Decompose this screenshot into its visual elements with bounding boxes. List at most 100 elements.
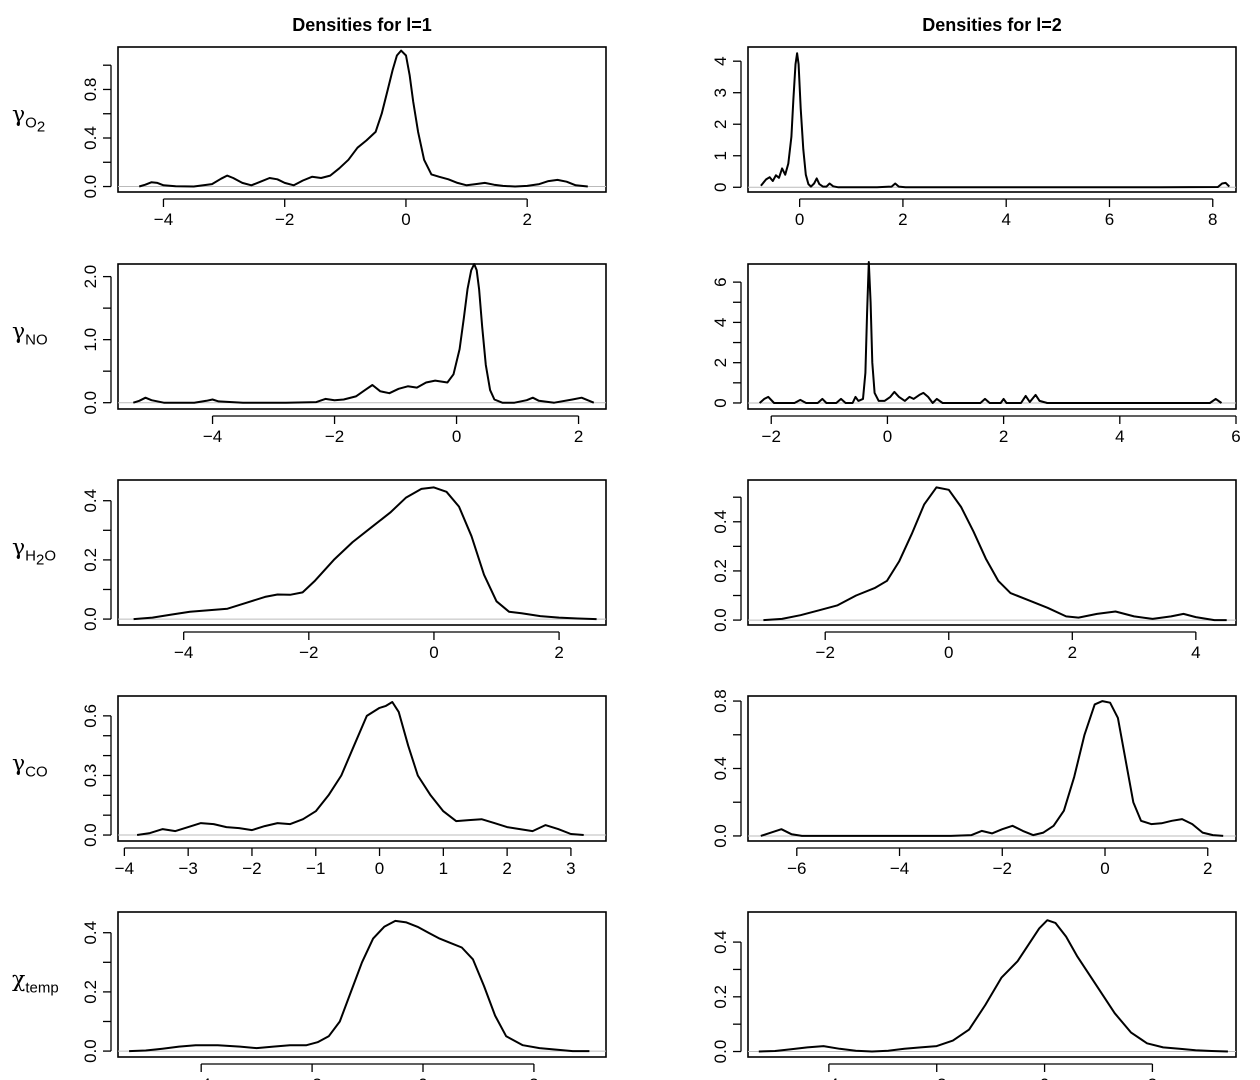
x-tick-label: −2: [302, 1075, 321, 1080]
y-axis: 0.0 0.2 0.4: [81, 921, 112, 1063]
y-axis: 0.0 1.0 2.0: [81, 265, 112, 415]
y-axis: 0 1 2 3 4: [711, 56, 742, 192]
density-curve: [129, 919, 590, 1053]
x-tick-label: −4: [203, 427, 222, 446]
y-tick-label: 0.0: [81, 1039, 100, 1063]
x-tick-label: 0: [883, 427, 892, 446]
column-title-l1: Densities for l=1: [292, 15, 432, 35]
x-tick-label: 4: [1191, 643, 1200, 662]
y-tick-label: 0.0: [81, 391, 100, 415]
y-tick-label: 3: [711, 88, 730, 97]
y-tick-label: 2: [711, 119, 730, 128]
y-tick-label: 0.0: [711, 1040, 730, 1064]
x-tick-label: −4: [174, 643, 193, 662]
y-tick-label: 1.0: [81, 328, 100, 352]
x-tick-label: −2: [927, 1075, 946, 1080]
plot-frame: [747, 46, 1237, 193]
x-axis: −6 −4 −2 0 2: [787, 847, 1212, 878]
row-label-5: χtemp: [12, 968, 59, 997]
x-tick-label: 2: [502, 859, 511, 878]
plot-frame: [747, 479, 1237, 626]
y-axis: 0.0 0.2 0.4: [81, 489, 112, 631]
x-tick-label: 2: [529, 1075, 538, 1080]
x-tick-label: 0: [795, 210, 804, 229]
y-tick-label: 0.2: [81, 980, 100, 1004]
y-tick-label: 0.0: [81, 823, 100, 847]
y-axis: 0 2 4 6: [711, 277, 742, 408]
y-tick-label: 0: [711, 183, 730, 192]
x-tick-label: 2: [898, 210, 907, 229]
x-tick-label: −4: [819, 1075, 838, 1080]
density-curve: [138, 49, 588, 188]
y-tick-label: 2.0: [81, 265, 100, 289]
y-tick-label: 0.3: [81, 764, 100, 788]
y-tick-label: 0.6: [81, 704, 100, 728]
y-tick-label: 0.4: [81, 921, 100, 945]
x-axis: −2 0 2 4 6: [762, 415, 1241, 446]
x-axis: 0 2 4 6 8: [795, 198, 1217, 229]
x-tick-label: −4: [115, 859, 134, 878]
y-tick-label: 0.0: [711, 824, 730, 848]
y-axis: 0.0 0.4 0.8: [711, 689, 742, 848]
x-tick-label: 0: [429, 643, 438, 662]
x-tick-label: 0: [452, 427, 461, 446]
density-curve: [133, 486, 597, 621]
y-axis: 0.0 0.2 0.4: [711, 930, 742, 1064]
x-tick-label: −2: [275, 210, 294, 229]
x-tick-label: −2: [325, 427, 344, 446]
y-tick-label: 1: [711, 151, 730, 160]
y-tick-label: 2: [711, 358, 730, 367]
y-tick-label: 0.2: [711, 559, 730, 583]
x-axis: −4 −3 −2 −1 0 1 2 3: [115, 847, 576, 878]
y-tick-label: 4: [711, 318, 730, 327]
y-tick-label: 0.4: [711, 757, 730, 781]
x-tick-label: 0: [1100, 859, 1109, 878]
panel-r3-c2: −2 0 2 4 0.0 0.2 0.4: [711, 479, 1237, 662]
column-title-l2: Densities for l=2: [922, 15, 1062, 35]
plot-frame: [117, 479, 607, 626]
x-tick-label: 2: [1068, 643, 1077, 662]
y-tick-label: 0.8: [81, 78, 100, 102]
y-tick-label: 0.2: [81, 548, 100, 572]
plot-frame: [117, 695, 607, 842]
x-tick-label: −4: [191, 1075, 210, 1080]
x-tick-label: 4: [1115, 427, 1124, 446]
x-tick-label: 0: [401, 210, 410, 229]
x-axis: −4 −2 0 2: [819, 1063, 1157, 1080]
x-axis: −2 0 2 4: [816, 631, 1201, 662]
y-tick-label: 0.8: [711, 689, 730, 713]
y-tick-label: 0.4: [81, 489, 100, 513]
panel-r5-c2: −4 −2 0 2 0.0 0.2 0.4: [711, 911, 1237, 1080]
x-tick-label: 8: [1208, 210, 1217, 229]
x-tick-label: 2: [574, 427, 583, 446]
y-axis: 0.0 0.2 0.4: [711, 496, 742, 632]
x-tick-label: −2: [242, 859, 261, 878]
density-curve: [758, 919, 1228, 1053]
density-curve: [760, 700, 1224, 837]
plot-frame: [747, 263, 1237, 410]
x-axis: −4 −2 0 2: [203, 415, 583, 446]
plot-frame: [747, 911, 1237, 1058]
plot-frame: [117, 911, 607, 1058]
row-label-3: γH2O: [12, 536, 56, 569]
x-tick-label: 2: [1148, 1075, 1157, 1080]
x-tick-label: 0: [375, 859, 384, 878]
density-curve: [758, 261, 1223, 404]
x-tick-label: −2: [993, 859, 1012, 878]
y-axis: 0.0 0.3 0.6: [81, 704, 112, 847]
plot-frame: [747, 695, 1237, 842]
y-tick-label: 0.0: [81, 175, 100, 199]
x-tick-label: 2: [1203, 859, 1212, 878]
x-tick-label: −4: [154, 210, 173, 229]
density-curve: [136, 701, 584, 836]
x-tick-label: −1: [306, 859, 325, 878]
x-tick-label: −2: [816, 643, 835, 662]
panel-r1-c1: −4 −2 0 2 0.0 0.4 0.8: [81, 46, 607, 229]
y-tick-label: 0.2: [711, 985, 730, 1009]
x-tick-label: −2: [299, 643, 318, 662]
x-tick-label: 2: [999, 427, 1008, 446]
y-tick-label: 0.0: [81, 607, 100, 631]
x-tick-label: −2: [762, 427, 781, 446]
panel-r2-c1: −4 −2 0 2 0.0 1.0 2.0: [81, 263, 607, 446]
y-axis: 0.0 0.4 0.8: [81, 64, 112, 199]
